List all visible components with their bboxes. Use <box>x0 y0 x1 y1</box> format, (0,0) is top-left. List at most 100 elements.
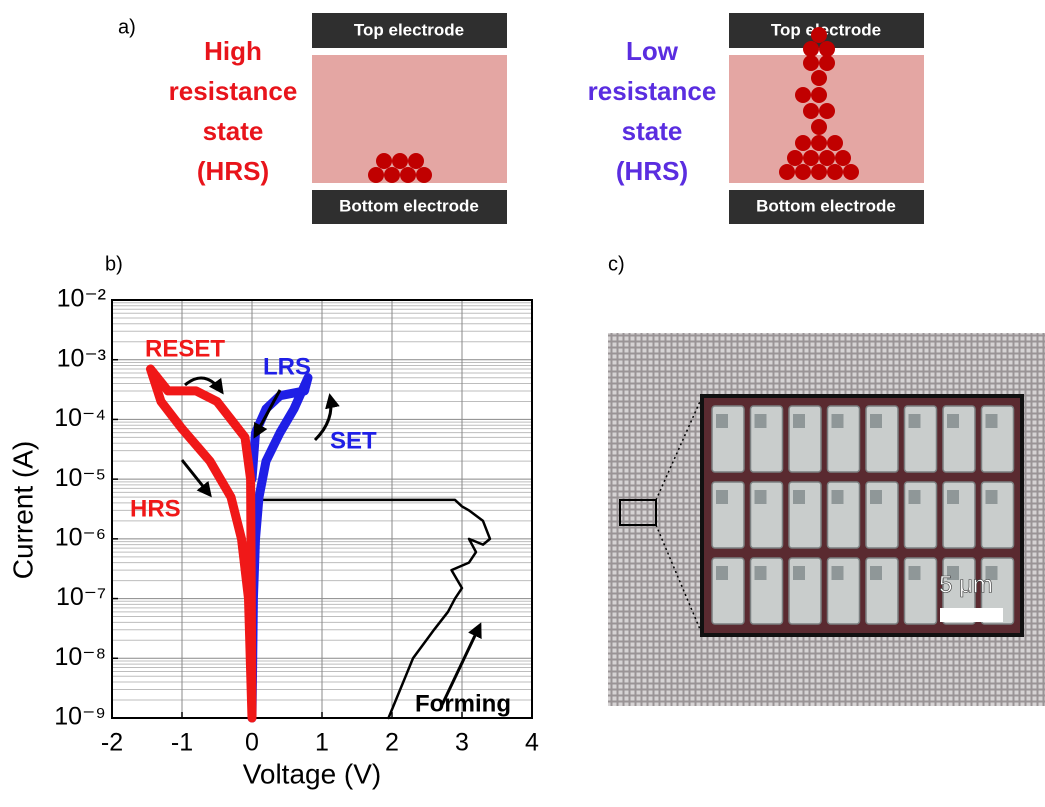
cell-pad <box>831 490 844 504</box>
x-tick-label: -2 <box>101 729 123 757</box>
filament-atom <box>803 41 819 57</box>
cell-pad <box>870 414 882 428</box>
filament-atom <box>811 164 827 180</box>
arrow <box>184 376 224 395</box>
panel-a: High resistance state (HRS) Top electrode Bot… <box>169 13 924 224</box>
filament-atom <box>819 103 835 119</box>
filament-atom <box>819 41 835 57</box>
filament-atom <box>827 164 843 180</box>
annotation: RESET <box>145 335 225 362</box>
filament-atom <box>827 135 843 151</box>
annotation: HRS <box>130 495 181 522</box>
cell-pad <box>716 490 728 504</box>
filament-atom <box>787 150 803 166</box>
filament-atom <box>811 27 827 43</box>
iv-curve <box>250 498 492 720</box>
cell-pad <box>716 566 728 580</box>
scale-label: 5 μm <box>939 571 993 598</box>
arrow <box>180 459 212 498</box>
x-tick-label: 1 <box>315 729 329 757</box>
state-label: (HRS) <box>197 156 269 186</box>
state-label: resistance <box>169 76 298 106</box>
panel-b: 10⁻⁹ 10⁻⁸ 10⁻⁷ 10⁻⁶ 10⁻⁵ 10⁻⁴ 10⁻³ 10⁻² -2 -1 0 1 2 3… <box>7 285 539 790</box>
filament-atom <box>392 153 408 169</box>
cell-pad <box>870 566 882 580</box>
cell-pad <box>908 414 921 428</box>
y-tick-label: 10⁻⁸ <box>54 643 106 671</box>
state-label: state <box>622 116 683 146</box>
panel-c: 5 μm <box>608 333 1045 706</box>
cell-pad <box>831 414 844 428</box>
zoom-line <box>655 396 703 501</box>
cell-pad <box>716 414 728 428</box>
annotation: SET <box>330 427 377 454</box>
cell-pad <box>985 490 998 504</box>
electrode-label: Bottom electrode <box>756 196 896 215</box>
state-label: (HRS) <box>616 156 688 186</box>
y-tick-label: 10⁻⁷ <box>56 583 106 611</box>
filament-atom <box>416 167 432 183</box>
cell-pad <box>793 490 805 504</box>
plot-frame <box>111 299 533 719</box>
x-tick-label: 3 <box>455 729 469 757</box>
cell-pad <box>947 490 959 504</box>
state-label: High <box>204 36 262 66</box>
x-tick-label: -1 <box>171 729 193 757</box>
y-tick-label: 10⁻⁵ <box>55 464 106 492</box>
filament-atom <box>795 164 811 180</box>
y-tick-label: 10⁻⁴ <box>54 404 106 432</box>
scale-bar <box>940 608 1003 622</box>
cell-pad <box>947 566 959 580</box>
x-axis-title: Voltage (V) <box>243 758 382 789</box>
filament-atom <box>819 150 835 166</box>
cell-pad <box>754 414 767 428</box>
cell-pad <box>947 414 959 428</box>
panel-label: b) <box>105 253 123 275</box>
filament-atom <box>819 55 835 71</box>
filament-atom <box>400 167 416 183</box>
cell-pad <box>985 566 998 580</box>
bottom-electrode <box>312 190 507 224</box>
y-tick-label: 10⁻⁹ <box>54 703 106 731</box>
electrode-label: Top electrode <box>354 20 464 39</box>
filament-atom <box>835 150 851 166</box>
filament-atom <box>803 103 819 119</box>
iv-curve <box>247 373 313 723</box>
state-label: Low <box>626 36 679 66</box>
y-tick-label: 10⁻³ <box>57 344 106 372</box>
cell-pad <box>754 566 767 580</box>
filament-atom <box>811 135 827 151</box>
y-tick-label: 10⁻⁶ <box>55 523 106 551</box>
electrode-label: Top electrode <box>771 20 881 39</box>
cell-pad <box>793 414 805 428</box>
arrow <box>440 622 482 706</box>
x-tick-label: 0 <box>245 729 259 757</box>
panel-label: a) <box>118 16 136 38</box>
filament-atom <box>811 87 827 103</box>
cell-pad <box>985 414 998 428</box>
annotation: Forming <box>415 690 511 717</box>
filament-atom <box>803 150 819 166</box>
filament-atom <box>376 153 392 169</box>
filament-atom <box>795 87 811 103</box>
arrow <box>313 393 340 442</box>
filament-atom <box>811 70 827 86</box>
filament-atom <box>811 119 827 135</box>
cell-pad <box>908 566 921 580</box>
filament-atom <box>843 164 859 180</box>
filament-atom <box>795 135 811 151</box>
panel-label: c) <box>608 253 625 275</box>
iv-curve <box>146 364 257 723</box>
state-label: state <box>203 116 264 146</box>
cells <box>711 405 1015 625</box>
y-axis-title: Current (A) <box>7 441 38 579</box>
cell-pad <box>870 490 882 504</box>
filament-atom <box>368 167 384 183</box>
filament-atom <box>408 153 424 169</box>
cell-pad <box>793 566 805 580</box>
top-electrode <box>312 13 507 48</box>
zoom-box <box>619 499 657 526</box>
bottom-electrode <box>729 190 924 224</box>
filament-atom <box>384 167 400 183</box>
electrode-label: Bottom electrode <box>339 196 479 215</box>
